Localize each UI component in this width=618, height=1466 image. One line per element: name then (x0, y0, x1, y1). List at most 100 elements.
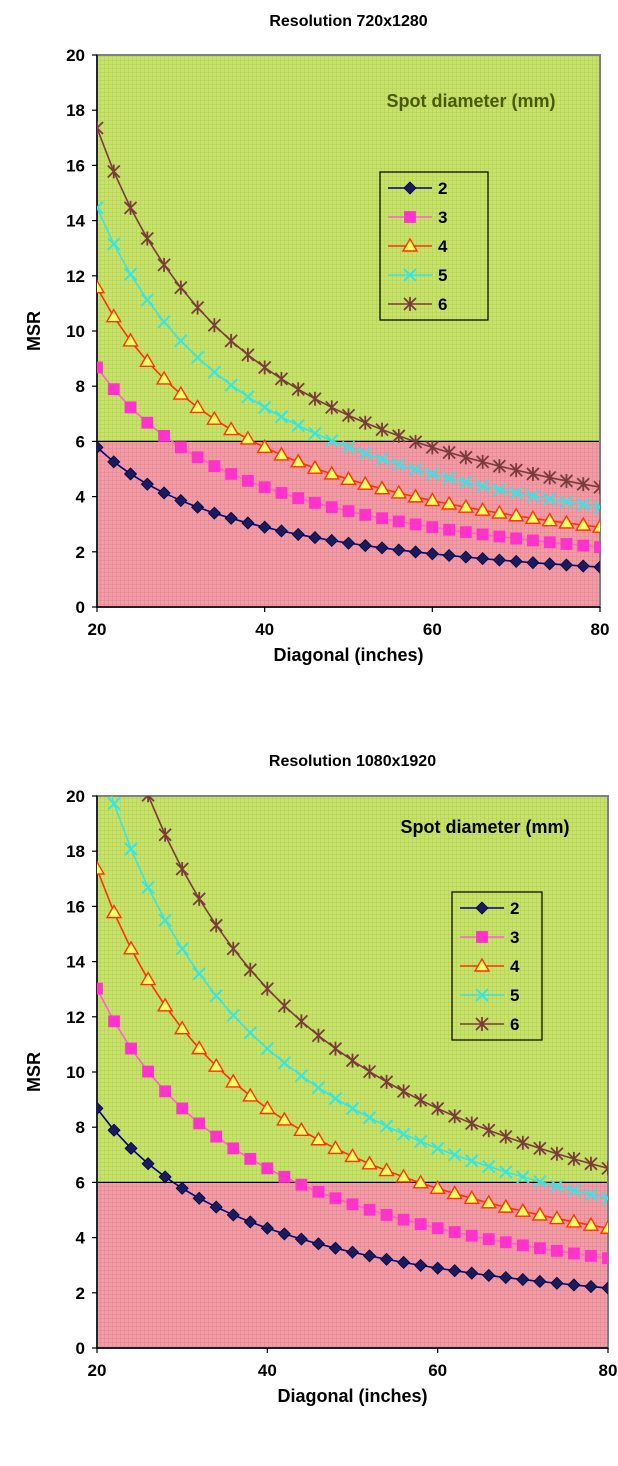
data-point (192, 1191, 206, 1205)
data-point (593, 500, 600, 514)
data-point (482, 1268, 496, 1282)
x-tick-label: 40 (255, 620, 274, 639)
data-point (593, 480, 600, 495)
y-tick-label: 4 (76, 488, 86, 507)
data-point (509, 486, 523, 500)
legend-item-2: 2 (460, 899, 519, 918)
data-point (328, 1091, 343, 1106)
data-point (593, 560, 600, 574)
data-point (224, 511, 238, 525)
data-point (174, 334, 188, 348)
data-point (311, 1080, 326, 1095)
data-point (359, 508, 372, 521)
data-point (509, 463, 523, 478)
data-point (459, 526, 472, 539)
data-point (291, 418, 305, 433)
data-point (257, 400, 272, 415)
x-tick-label: 80 (591, 620, 610, 639)
x-tick-label: 20 (88, 1361, 107, 1380)
data-point (156, 997, 174, 1012)
data-point (459, 550, 473, 564)
y-tick-label: 12 (66, 267, 85, 286)
data-point (474, 501, 491, 516)
data-point (362, 1249, 377, 1263)
data-point (407, 488, 424, 503)
data-point (190, 350, 205, 365)
data-point (346, 1198, 359, 1211)
data-point (141, 796, 155, 803)
data-point (174, 280, 188, 295)
data-point (499, 1270, 513, 1285)
data-point (362, 1064, 377, 1079)
x-tick-label: 80 (599, 1361, 618, 1380)
data-point (457, 498, 475, 513)
legend-marker (475, 901, 489, 915)
data-point (174, 441, 187, 454)
legend-marker (475, 988, 489, 1002)
data-point (277, 1227, 291, 1241)
data-point (260, 1221, 274, 1235)
x-tick-label: 40 (258, 1361, 277, 1380)
data-point (465, 1116, 479, 1131)
legend-box (379, 171, 489, 321)
data-point (550, 1179, 564, 1193)
data-point (107, 796, 121, 811)
data-point (325, 433, 339, 448)
data-point (482, 1123, 496, 1138)
y-tick-label: 10 (66, 322, 85, 341)
data-point (533, 1174, 547, 1189)
data-point (568, 1247, 580, 1260)
data-point (395, 1168, 412, 1183)
data-point (491, 504, 508, 519)
y-tick-label: 20 (66, 46, 85, 65)
data-point (475, 454, 490, 469)
data-point (208, 1057, 225, 1072)
legend-label: 3 (510, 928, 519, 947)
data-point (140, 293, 155, 307)
data-point (325, 533, 339, 548)
data-point (510, 532, 523, 545)
series-2 (97, 1101, 608, 1295)
data-point (448, 1264, 462, 1278)
data-point (225, 1073, 242, 1088)
data-point (207, 506, 221, 520)
data-point (291, 527, 305, 541)
data-point (222, 421, 240, 436)
data-point (277, 1056, 292, 1070)
data-point (308, 391, 322, 406)
data-point (527, 534, 539, 547)
data-point (475, 479, 490, 493)
data-point (274, 371, 289, 386)
data-point (123, 200, 138, 215)
data-point (541, 512, 558, 527)
series-3 (97, 982, 608, 1265)
data-point (105, 308, 122, 323)
data-point (431, 1101, 445, 1116)
data-point (414, 1218, 427, 1230)
data-point (361, 1155, 378, 1170)
y-tick-label: 2 (76, 543, 85, 562)
data-point (601, 1281, 608, 1295)
data-point (341, 440, 356, 455)
data-point (124, 401, 137, 414)
data-point (260, 981, 274, 996)
data-point (550, 1276, 564, 1290)
y-tick-label: 14 (66, 953, 85, 972)
data-point (425, 440, 439, 455)
data-point (323, 465, 340, 480)
data-point (465, 1229, 478, 1242)
data-point (499, 1129, 513, 1144)
data-point (328, 1241, 343, 1255)
data-point (277, 998, 292, 1013)
data-point (412, 1174, 429, 1189)
data-point (306, 459, 324, 474)
data-point (243, 1215, 257, 1229)
legend-item-6: 6 (460, 1015, 519, 1034)
data-point (584, 1187, 598, 1202)
data-point (209, 918, 223, 933)
data-point (141, 880, 155, 895)
data-point (209, 1200, 223, 1214)
data-point (480, 1194, 497, 1209)
data-point (258, 360, 272, 375)
legend-marker (473, 957, 491, 972)
